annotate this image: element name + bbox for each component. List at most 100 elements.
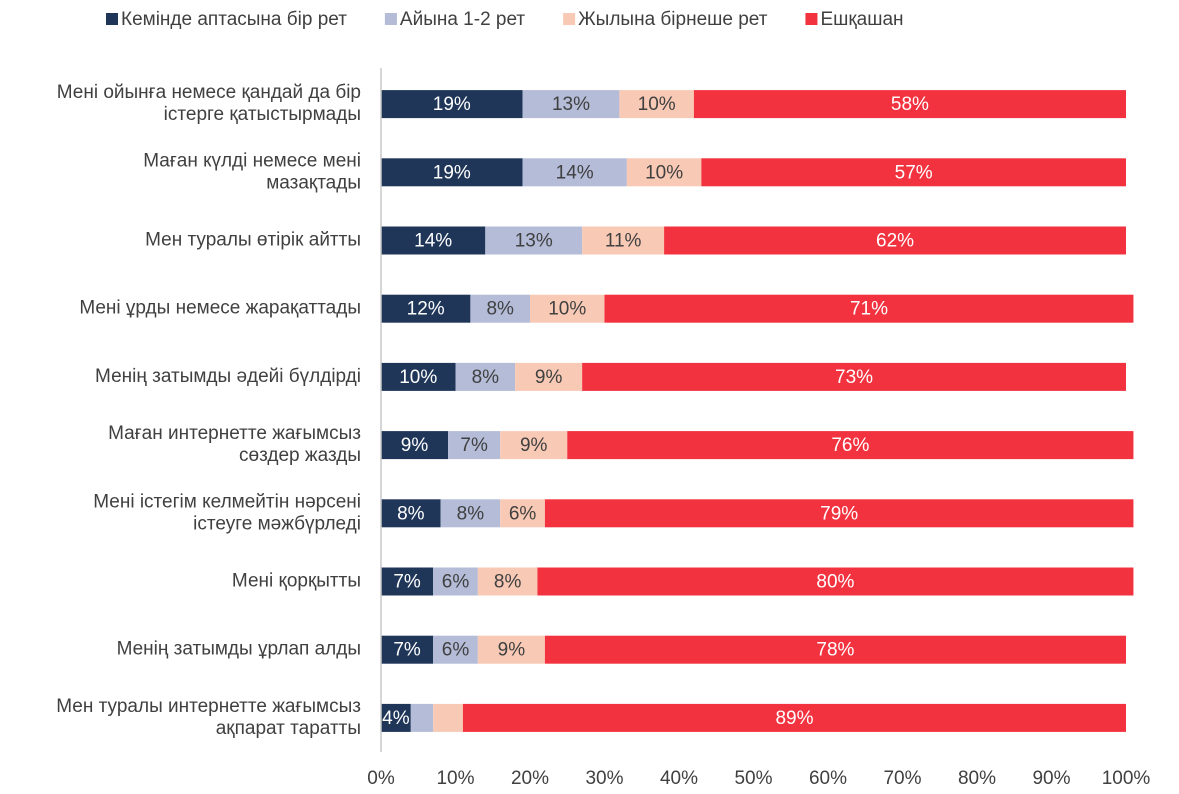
category-label-line: Мені істегім келмейтін нәрсені	[93, 491, 361, 512]
data-label: 14%	[556, 162, 594, 183]
data-label: 19%	[433, 162, 471, 183]
data-label: 89%	[775, 708, 813, 729]
data-label: 73%	[835, 367, 873, 388]
x-tick-label: 20%	[511, 768, 549, 789]
bar-segment	[477, 635, 545, 664]
category-label-line: мазақтады	[266, 172, 361, 193]
category-label-line: Мен туралы интернетте жағымсыз	[56, 696, 361, 717]
legend-swatch	[805, 13, 818, 25]
data-label: 9%	[535, 367, 563, 388]
category-label-line: сөздер жазды	[239, 445, 361, 466]
data-label: 9%	[401, 435, 429, 456]
x-tick-label: 40%	[660, 768, 698, 789]
category-label-line: істеуге мәжбүрледі	[193, 513, 361, 534]
data-label: 4%	[382, 708, 410, 729]
data-label: 10%	[548, 299, 586, 320]
x-tick-label: 50%	[734, 768, 772, 789]
x-tick-label: 90%	[1032, 768, 1070, 789]
category-label: Менің затымды ұрлап алды	[117, 639, 361, 660]
data-label: 11%	[605, 231, 642, 252]
category-label: Менің затымды әдейі бүлдірді	[95, 366, 361, 387]
bar-segment	[477, 567, 538, 596]
data-label: 13%	[515, 231, 553, 252]
category-label-line: ақпарат таратты	[216, 718, 361, 739]
data-label: 57%	[895, 162, 933, 183]
bar-segment	[448, 431, 501, 460]
bar-segment	[522, 90, 620, 119]
category-label: Мені істегім келмейтін нәрсені істеуге мә…	[93, 491, 361, 534]
data-label: 10%	[645, 162, 683, 183]
legend-swatch	[563, 13, 576, 25]
bar-segment	[381, 431, 449, 460]
bar-segment	[462, 703, 1126, 732]
data-label: 10%	[638, 94, 676, 115]
bar-segment	[515, 362, 583, 391]
bar-segment	[433, 635, 478, 664]
bar-segment	[522, 158, 627, 187]
data-label: 14%	[414, 231, 452, 252]
category-label: Мені ұрды немесе жарақаттады	[79, 298, 361, 319]
category-label: Мен туралы интернетте жағымсыз ақпарат та…	[56, 696, 361, 739]
bar-segment	[381, 567, 434, 596]
bar-segment	[381, 703, 411, 732]
x-tick-label: 100%	[1102, 768, 1151, 789]
data-label: 8%	[457, 503, 485, 524]
data-label: 9%	[498, 640, 526, 661]
data-label: 8%	[472, 367, 500, 388]
data-label: 8%	[397, 503, 425, 524]
bar-segment	[381, 499, 441, 528]
bar-segment	[530, 294, 605, 323]
bar-segment	[470, 294, 530, 323]
bar-segment	[381, 635, 434, 664]
x-tick-label: 10%	[436, 768, 474, 789]
data-label: 8%	[486, 299, 514, 320]
category-label: Мені қорқытты	[232, 571, 361, 592]
data-label: 6%	[442, 572, 470, 593]
category-label: Мені ойынға немесе қандай да бір істерге …	[57, 82, 361, 125]
bar-segment	[582, 362, 1126, 391]
bar-segment	[664, 226, 1126, 255]
category-label: Маған интернетте жағымсыз сөздер жазды	[108, 423, 361, 466]
category-label-line: істерге қатыстырмады	[164, 104, 361, 125]
legend-label: Ешқашан	[820, 9, 903, 30]
bar-segment	[500, 431, 568, 460]
data-label: 12%	[407, 299, 445, 320]
bar-segment	[544, 635, 1126, 664]
legend-label: Айына 1-2 рет	[400, 9, 526, 30]
bar-segment	[381, 90, 523, 119]
data-label: 76%	[831, 435, 869, 456]
data-label: 71%	[850, 299, 888, 320]
bar-segment	[567, 431, 1134, 460]
data-label: 7%	[460, 435, 488, 456]
legend-label: Жылына бірнеше рет	[578, 9, 768, 30]
bar-segment	[626, 158, 702, 187]
bar-segment	[455, 362, 516, 391]
data-label: 7%	[393, 640, 421, 661]
bar-segment	[485, 226, 583, 255]
legend-swatch	[106, 13, 118, 25]
bar-segment	[500, 499, 545, 528]
bar-segment	[604, 294, 1134, 323]
data-label: 80%	[816, 572, 854, 593]
data-label: 58%	[891, 94, 929, 115]
category-label: Мен туралы өтірік айтты	[145, 230, 361, 251]
data-label: 6%	[509, 503, 537, 524]
data-label: 6%	[442, 640, 470, 661]
bar-segment	[440, 499, 501, 528]
data-label: 10%	[399, 367, 437, 388]
bar-segment	[381, 294, 471, 323]
data-label: 79%	[820, 503, 858, 524]
bar-segment	[381, 226, 486, 255]
bar-segment	[537, 567, 1134, 596]
category-label: Маған күлді немесе мені мазақтады	[143, 150, 361, 193]
bar-segment	[433, 567, 478, 596]
bar-segment	[693, 90, 1126, 119]
category-label-line: Маған күлді немесе мені	[143, 150, 361, 171]
x-tick-label: 80%	[958, 768, 996, 789]
bar-segment	[433, 703, 463, 732]
x-tick-label: 30%	[585, 768, 623, 789]
bar-segment	[619, 90, 694, 119]
category-label-line: Мені ойынға немесе қандай да бір	[57, 82, 361, 103]
legend-swatch	[384, 13, 397, 25]
